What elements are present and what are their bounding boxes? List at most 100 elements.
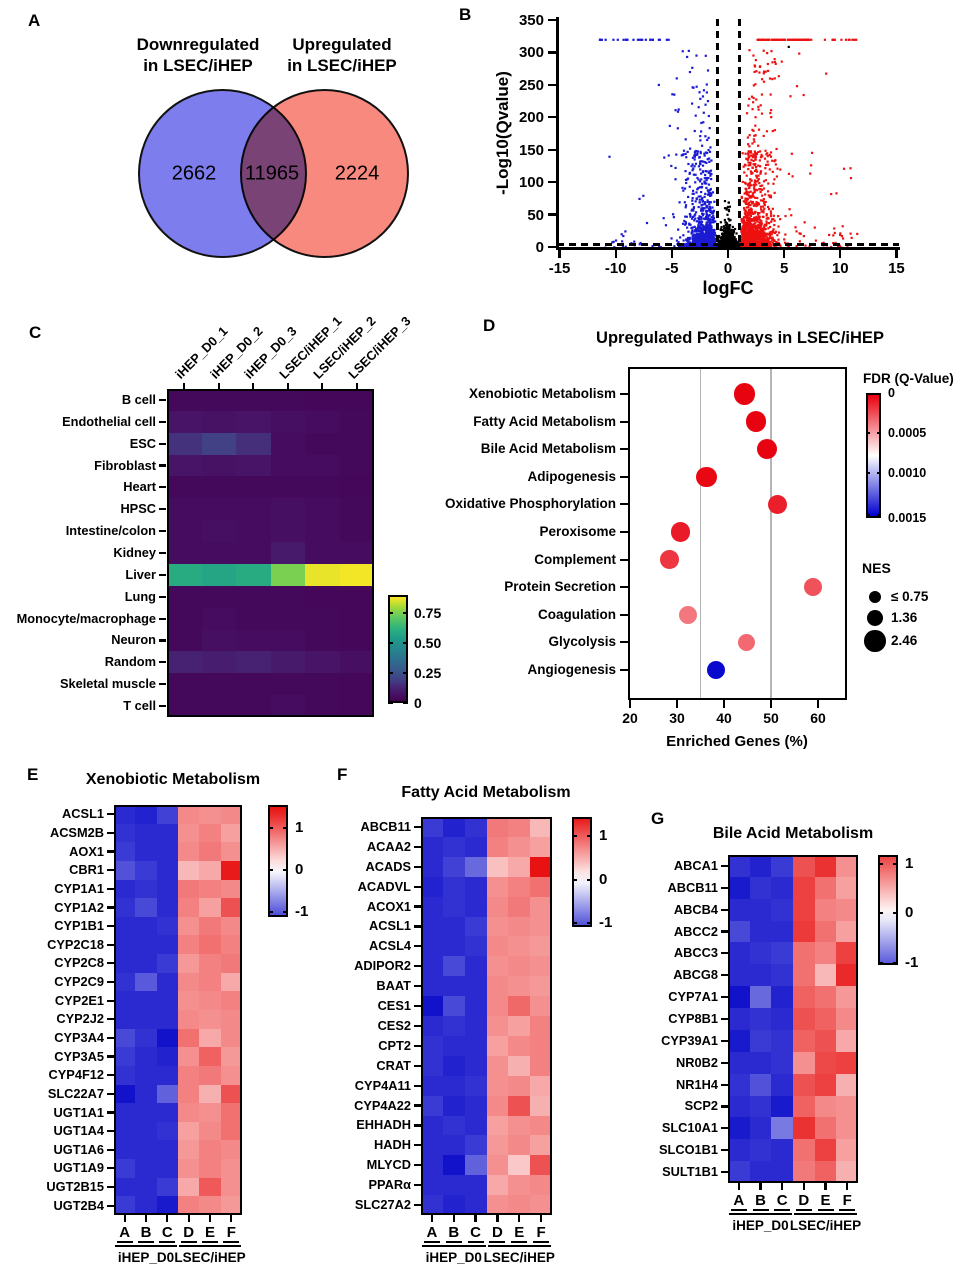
gene-label: CYP1B1 [54, 918, 104, 934]
gene-tick [107, 1092, 114, 1095]
heatmap-cell [220, 1010, 243, 1030]
heatmap-cell [178, 879, 200, 899]
fdr-colorbar [866, 393, 881, 518]
bubble-x-tick-label: 30 [669, 710, 685, 726]
heatmap-cell [421, 876, 444, 897]
pathway-dot [706, 661, 725, 679]
heatmap-cell [530, 1035, 553, 1057]
heatmap-cell [442, 876, 466, 897]
heatmap-cell [793, 942, 816, 965]
heatmap-cell [199, 898, 222, 918]
heatmap-cell [508, 1095, 531, 1116]
heatmap-cell [199, 916, 222, 936]
heatmap-cell [728, 855, 751, 878]
heatmap-cell [199, 1065, 222, 1085]
heatmap-cell [236, 673, 271, 696]
heatmap-cell [486, 1155, 509, 1176]
row-tick [159, 530, 166, 533]
volcano-x-tick-label: -5 [665, 260, 679, 277]
colorbar-tick [878, 862, 883, 865]
heatmap-cell [167, 673, 202, 696]
sample-label: D [795, 1192, 812, 1211]
heatmap-cell [199, 972, 222, 992]
gene-tick [107, 980, 114, 984]
bubble-x-tick [628, 700, 632, 708]
gene-label: PPARα [368, 1177, 411, 1193]
gene-label: ACOX1 [366, 898, 411, 914]
heatmap-cell [178, 823, 200, 843]
group-underline [115, 1245, 177, 1248]
heatmap-cell [270, 498, 306, 521]
sample-tick [187, 1215, 190, 1222]
gene-label: CYP3A4 [54, 1029, 104, 1045]
fdr-tick-label: 0.0005 [888, 426, 927, 440]
heatmap-cell [114, 935, 136, 955]
heatmap-cell [442, 996, 466, 1017]
gene-label: SLC10A1 [661, 1120, 718, 1136]
gene-tick [414, 1064, 421, 1067]
heatmap-cell [793, 1029, 816, 1053]
heatmap-cell [771, 876, 794, 900]
heatmap-cell [508, 956, 531, 977]
heatmap-cell [167, 498, 202, 521]
heatmap-cell [156, 935, 179, 955]
heatmap-cell [728, 1029, 751, 1053]
heatmap-cell [793, 920, 816, 943]
heatmap-cell [728, 1008, 751, 1031]
heatmap-cell [178, 1103, 200, 1123]
volcano-y-tick-label: 350 [518, 12, 544, 29]
colorbar-tick [388, 612, 393, 614]
pathway-label: Peroxisome [539, 524, 616, 539]
heatmap-cell [442, 856, 466, 878]
pathway-label: Oxidative Phosphorylation [444, 496, 616, 512]
gene-label: UGT2B15 [46, 1179, 104, 1195]
heatmap-cell [167, 651, 202, 674]
heatmap-cell [464, 1075, 487, 1096]
heatmap-cell [114, 1121, 136, 1141]
pathway-dot [660, 550, 679, 569]
heatmap-cell [771, 986, 794, 1009]
volcano-x-tick [614, 250, 617, 258]
heatmap-cell [270, 432, 306, 455]
gene-tick [107, 1204, 114, 1207]
gene-tick [107, 1167, 114, 1170]
heatmap-cell [156, 991, 179, 1011]
heatmap-cell [836, 1029, 859, 1053]
heatmap-cell [135, 1103, 158, 1123]
heatmap-cell [814, 986, 837, 1009]
heatmap-cell [135, 805, 158, 825]
heatmap-cell [114, 1047, 136, 1067]
heatmap-cell [464, 1055, 487, 1077]
heatmap-cell [464, 1175, 487, 1196]
gene-tick [414, 985, 421, 988]
gene-tick [107, 906, 114, 909]
heatmap-cell [814, 1095, 837, 1118]
gene-label: UGT1A6 [53, 1141, 105, 1157]
pathway-label: Fatty Acid Metabolism [473, 413, 616, 429]
heatmap-cell [486, 956, 509, 977]
heatmap-cell [156, 879, 179, 899]
heatmap-cell [135, 898, 158, 918]
sample-label: B [445, 1224, 462, 1243]
heatmap-cell [201, 563, 237, 587]
colorbar-tick-label: 1 [295, 819, 304, 837]
heatmap-cell [201, 673, 237, 696]
heatmap-cell [178, 860, 200, 880]
heatmap-cell [201, 542, 237, 565]
heatmap-cell [201, 498, 237, 521]
heatmap-cell [236, 651, 271, 674]
heatmap-cell [749, 898, 772, 921]
fdr-tick [866, 514, 870, 516]
heatmap-cell [530, 976, 553, 997]
heatmap-cell [793, 1073, 816, 1096]
pathway-tick [620, 530, 628, 534]
heatmap-cell [270, 476, 306, 499]
heatmap-cell [486, 876, 509, 897]
heatmap-cell [486, 1035, 509, 1057]
group-label: LSEC/iHEP [789, 1218, 862, 1233]
gene-label: CYP2C9 [54, 974, 104, 990]
panel-label-b: B [459, 5, 472, 24]
heatmap-cell [220, 1121, 243, 1141]
heatmap-cell [199, 1047, 222, 1067]
colorbar-tick-label: 0.25 [414, 665, 442, 681]
